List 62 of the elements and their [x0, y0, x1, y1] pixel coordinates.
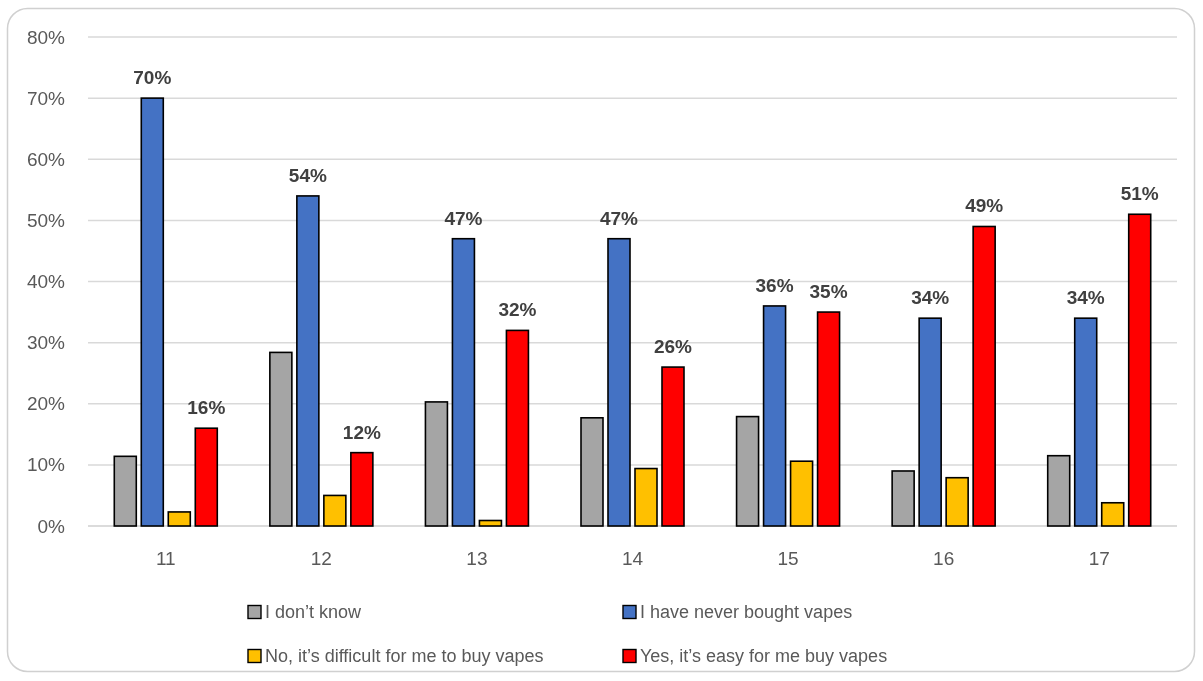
y-tick-label: 60%: [26, 148, 66, 170]
y-tick-label: 30%: [26, 332, 66, 354]
data-label: 51%: [1120, 183, 1159, 205]
bar: [789, 460, 814, 527]
data-label: 34%: [1066, 287, 1105, 309]
bar: [816, 311, 841, 527]
bar: [918, 317, 942, 527]
data-label: 36%: [755, 274, 794, 296]
data-label: 35%: [809, 281, 848, 303]
bar: [972, 225, 996, 527]
legend-label: No, it’s difficult for me to buy vapes: [265, 646, 544, 666]
bar: [194, 427, 219, 527]
bar: [323, 494, 347, 527]
bar: [891, 470, 915, 527]
x-tick-label: 14: [621, 547, 644, 569]
data-label: 47%: [444, 207, 483, 229]
bar: [634, 467, 658, 527]
legend-label: I don’t know: [265, 602, 363, 622]
bar: [1127, 213, 1152, 527]
bar: [424, 401, 449, 527]
bar: [269, 351, 293, 527]
bar: [945, 476, 969, 527]
data-label: 34%: [911, 287, 950, 309]
data-label: 70%: [133, 67, 172, 89]
y-tick-label: 80%: [26, 26, 66, 48]
bar: [661, 366, 685, 527]
x-tick-label: 16: [933, 547, 955, 569]
bar: [478, 519, 503, 527]
bar: [451, 237, 476, 527]
y-tick-label: 10%: [26, 454, 66, 476]
bar: [350, 451, 374, 527]
bar: [113, 455, 138, 527]
x-tick-label: 13: [466, 547, 488, 569]
legend-label: Yes, it’s easy for me buy vapes: [640, 646, 888, 666]
bar: [735, 415, 760, 527]
bar: [167, 511, 192, 527]
data-label: 32%: [498, 299, 537, 321]
bar: [762, 305, 787, 527]
data-label: 26%: [653, 336, 693, 358]
bar: [140, 97, 165, 527]
y-tick-label: 40%: [26, 271, 66, 292]
bar: [580, 417, 604, 527]
y-tick-label: 0%: [37, 515, 66, 537]
x-tick-label: 15: [777, 547, 799, 569]
bar: [607, 237, 631, 527]
data-label: 49%: [965, 195, 1004, 217]
y-tick-label: 20%: [26, 393, 66, 415]
data-label: 54%: [288, 164, 327, 186]
data-label: 16%: [187, 397, 226, 419]
bar: [1073, 317, 1098, 527]
x-tick-label: 12: [310, 547, 332, 569]
bar: [1100, 501, 1125, 527]
y-tick-label: 50%: [26, 209, 66, 231]
data-label: 12%: [342, 421, 381, 443]
x-tick-label: 11: [155, 547, 176, 569]
bar: [505, 329, 530, 527]
legend-label: I have never bought vapes: [640, 602, 853, 622]
x-tick-label: 17: [1088, 547, 1110, 569]
data-label: 47%: [599, 207, 639, 229]
y-tick-label: 70%: [26, 87, 66, 109]
bar: [296, 195, 320, 527]
bar: [1046, 454, 1071, 527]
